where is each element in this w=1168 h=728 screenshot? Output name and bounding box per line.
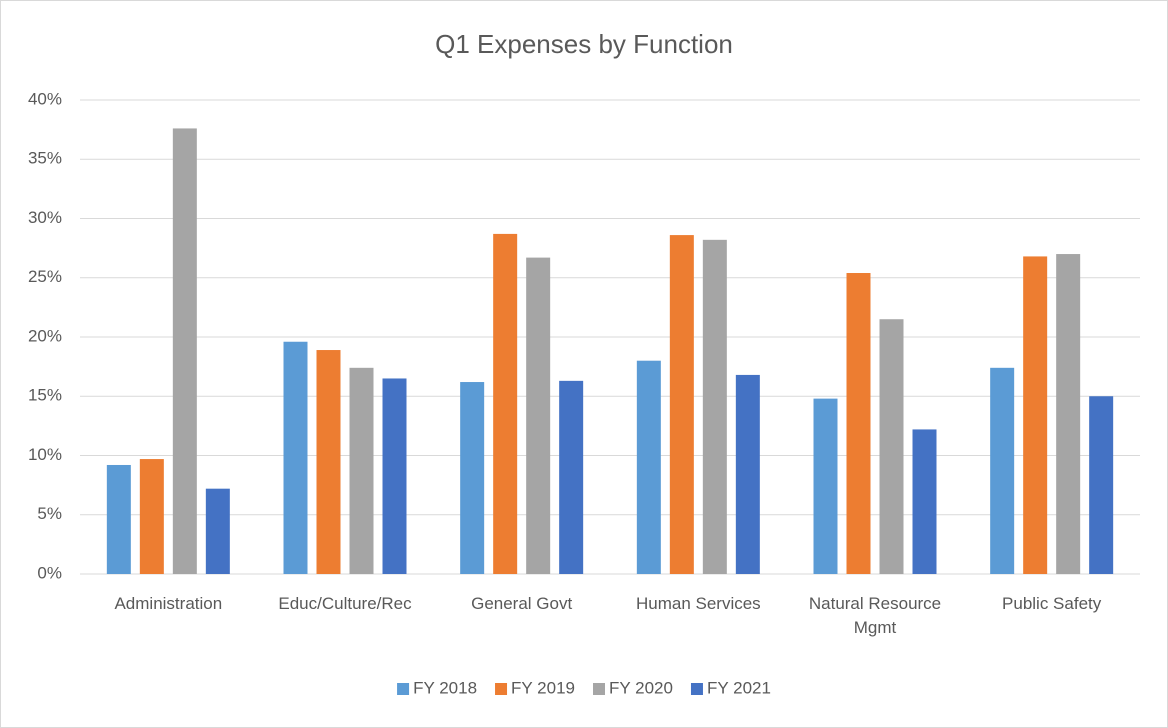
bar xyxy=(283,341,308,574)
y-tick-label: 30% xyxy=(28,208,62,227)
legend-swatch xyxy=(495,683,508,695)
legend-label: FY 2021 xyxy=(707,678,771,697)
x-tick-label: General Govt xyxy=(471,594,573,613)
legend-swatch xyxy=(593,683,605,695)
x-tick-label: Public Safety xyxy=(1002,594,1102,613)
y-tick-label: 5% xyxy=(37,504,62,523)
bar xyxy=(205,488,230,574)
bar xyxy=(636,360,661,574)
bar xyxy=(559,380,584,574)
x-tick-label: Human Services xyxy=(635,594,761,613)
bar xyxy=(1023,256,1048,574)
y-tick-label: 10% xyxy=(28,445,62,464)
bar xyxy=(879,319,904,574)
y-tick-label: 20% xyxy=(28,326,62,345)
bar xyxy=(1056,254,1081,575)
legend-label: FY 2020 xyxy=(609,678,673,697)
bar xyxy=(493,233,518,574)
y-tick-label: 15% xyxy=(28,386,62,405)
bar xyxy=(735,374,760,574)
chart-title: Q1 Expenses by Function xyxy=(435,29,733,59)
bar xyxy=(1089,396,1114,574)
bar xyxy=(702,239,727,574)
bar xyxy=(990,367,1015,574)
bar xyxy=(106,464,131,574)
bar xyxy=(846,273,871,574)
x-tick-label: Natural Resource Mgmt xyxy=(808,594,942,637)
bar xyxy=(349,367,374,574)
x-tick-label: Educ/Culture/Rec xyxy=(278,594,412,613)
bar xyxy=(139,459,164,574)
legend-swatch xyxy=(690,683,703,695)
bar xyxy=(460,382,485,574)
y-tick-label: 35% xyxy=(28,149,62,168)
y-tick-label: 0% xyxy=(37,563,62,582)
y-tick-label: 40% xyxy=(28,89,62,108)
bar xyxy=(912,429,937,574)
legend-label: FY 2018 xyxy=(413,678,477,697)
bar xyxy=(172,128,197,574)
y-tick-label: 25% xyxy=(28,267,62,286)
bar xyxy=(382,378,407,574)
bar xyxy=(813,398,838,574)
bar xyxy=(316,350,341,574)
legend-swatch xyxy=(397,683,410,695)
bar xyxy=(526,257,551,574)
legend-label: FY 2019 xyxy=(511,678,575,697)
bar xyxy=(669,235,694,574)
x-tick-label: Administration xyxy=(114,594,223,613)
